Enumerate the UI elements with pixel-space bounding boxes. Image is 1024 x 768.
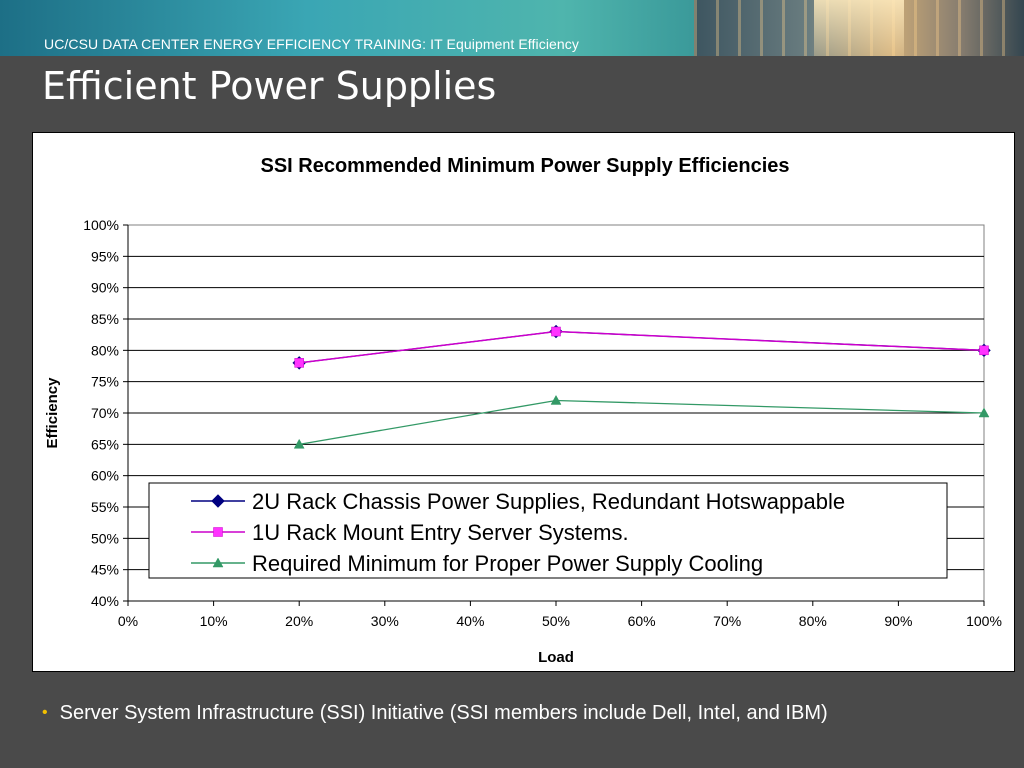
legend-marker-3 xyxy=(212,557,224,568)
bullet-item: • Server System Infrastructure (SSI) Init… xyxy=(42,702,828,725)
legend-box xyxy=(148,482,948,579)
x-tick-label: 50% xyxy=(542,613,570,629)
y-tick-label: 75% xyxy=(91,374,119,390)
legend-label-2: 1U Rack Mount Entry Server Systems. xyxy=(252,520,629,545)
bullet-dot-icon: • xyxy=(42,704,48,721)
legend-marker-1 xyxy=(211,494,225,508)
data-point-series-3 xyxy=(550,394,562,405)
header-banner: UC/CSU DATA CENTER ENERGY EFFICIENCY TRA… xyxy=(0,0,1024,56)
banner-suffix: IT Equipment Efficiency xyxy=(430,36,579,52)
y-tick-label: 40% xyxy=(91,593,119,609)
legend-marker-2 xyxy=(213,527,223,537)
y-tick-label: 80% xyxy=(91,342,119,358)
data-point-series-2 xyxy=(294,358,304,368)
y-tick-label: 50% xyxy=(91,530,119,546)
banner-photo xyxy=(694,0,1024,56)
x-tick-label: 70% xyxy=(713,613,741,629)
y-tick-label: 65% xyxy=(91,436,119,452)
x-tick-label: 60% xyxy=(628,613,656,629)
x-tick-label: 30% xyxy=(371,613,399,629)
legend-label-3: Required Minimum for Proper Power Supply… xyxy=(252,551,763,576)
data-point-series-3 xyxy=(293,438,305,449)
slide-title: Efficient Power Supplies xyxy=(42,64,497,108)
efficiency-chart: SSI Recommended Minimum Power Supply Eff… xyxy=(44,155,1002,666)
x-tick-label: 100% xyxy=(966,613,1002,629)
legend-label-1: 2U Rack Chassis Power Supplies, Redundan… xyxy=(252,489,845,514)
x-tick-label: 90% xyxy=(884,613,912,629)
y-tick-label: 60% xyxy=(91,468,119,484)
y-axis-label: Efficiency xyxy=(44,377,61,449)
data-point-series-3 xyxy=(978,407,990,418)
y-tick-label: 85% xyxy=(91,311,119,327)
x-tick-label: 10% xyxy=(200,613,228,629)
data-point-series-2 xyxy=(551,326,561,337)
chart-title: SSI Recommended Minimum Power Supply Eff… xyxy=(260,155,789,177)
y-tick-label: 95% xyxy=(91,248,119,264)
y-tick-label: 45% xyxy=(91,562,119,578)
y-tick-label: 90% xyxy=(91,280,119,296)
data-point-series-2 xyxy=(979,345,989,356)
y-tick-label: 100% xyxy=(83,217,119,233)
y-tick-label: 70% xyxy=(91,405,119,421)
x-tick-label: 20% xyxy=(285,613,313,629)
banner-prefix: UC/CSU DATA CENTER ENERGY EFFICIENCY TRA… xyxy=(44,36,427,52)
x-tick-label: 40% xyxy=(456,613,484,629)
x-axis-label: Load xyxy=(538,649,574,666)
banner-text: UC/CSU DATA CENTER ENERGY EFFICIENCY TRA… xyxy=(44,36,579,52)
chart-frame: SSI Recommended Minimum Power Supply Eff… xyxy=(32,132,1015,672)
x-tick-label: 0% xyxy=(118,613,138,629)
y-tick-label: 55% xyxy=(91,499,119,515)
bullet-text: Server System Infrastructure (SSI) Initi… xyxy=(59,702,828,724)
x-tick-label: 80% xyxy=(799,613,827,629)
